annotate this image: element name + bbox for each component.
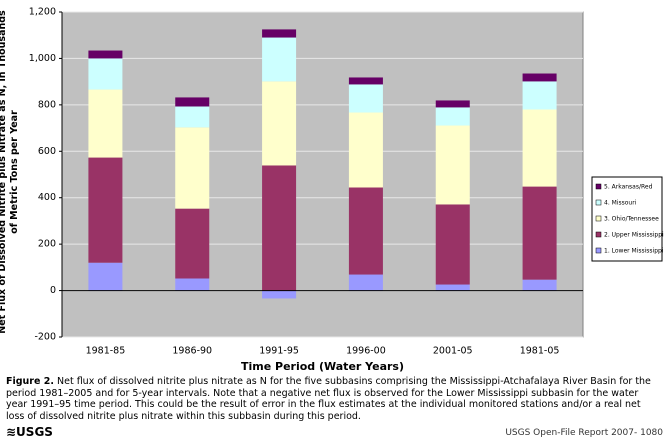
y-axis-title: Net Flux of Dissolved Nitrite plus Nitra…: [0, 10, 20, 334]
legend-label: 2. Upper Mississippi: [604, 232, 664, 239]
legend-swatch: [595, 231, 602, 238]
x-axis-title: Time Period (Water Years): [241, 360, 404, 373]
bar-segment: [175, 208, 210, 279]
usgs-logo: ≋USGS: [6, 425, 53, 439]
legend-swatch: [595, 199, 602, 206]
bar-segment: [522, 186, 557, 280]
x-tick-label: 1996-00: [346, 346, 386, 357]
bar-segment: [262, 290, 297, 299]
plot-area: [61, 11, 584, 338]
bar-segment: [522, 73, 557, 82]
legend-label: 1. Lower Mississippi: [604, 248, 664, 255]
bar-segment: [175, 106, 210, 128]
bar-segment: [522, 81, 557, 110]
legend-label: 3. Ohio/Tennessee: [604, 216, 659, 223]
y-tick-label: 200: [38, 239, 56, 250]
bar-segment: [348, 84, 383, 113]
bar-segment: [175, 278, 210, 291]
x-tick-label: 1981-85: [86, 346, 126, 357]
y-tick-label: 400: [38, 192, 56, 203]
y-tick-label: 1,200: [29, 7, 56, 18]
x-tick-label: 2001-05: [433, 346, 473, 357]
bar-segment: [262, 165, 297, 291]
caption-text: Net flux of dissolved nitrite plus nitra…: [6, 376, 651, 422]
y-tick-label: -200: [34, 332, 56, 343]
bar-segment: [348, 112, 383, 188]
bar-segment: [522, 109, 557, 187]
bar-segment: [88, 58, 123, 90]
legend-box: [591, 176, 663, 262]
bar-segment: [262, 29, 297, 38]
legend-swatch: [595, 247, 602, 254]
x-tick-label: 1981-05: [520, 346, 560, 357]
y-tick-label: 600: [38, 146, 56, 157]
legend-swatch: [595, 215, 602, 222]
legend-label: 5. Arkansas/Red: [604, 184, 653, 191]
bar-segment: [88, 50, 123, 59]
y-tick-label: 800: [38, 99, 56, 110]
bar-segment: [175, 97, 210, 107]
y-tick-label: 0: [50, 285, 56, 296]
bar-segment: [88, 262, 123, 291]
bar-segment: [348, 187, 383, 275]
legend-label: 4. Missouri: [604, 200, 637, 207]
bar-segment: [88, 157, 123, 263]
bar-segment: [348, 274, 383, 291]
bar-segment: [435, 125, 470, 205]
chart: -200 0 200 400 600 800 1,000 1,200 1981-85 1986-9…: [29, 7, 664, 374]
bar-segment: [262, 37, 297, 82]
legend-swatch: [595, 183, 602, 190]
caption: Figure 2. Net flux of dissolved nitrite …: [6, 376, 661, 422]
y-tick-label: 1,000: [29, 53, 56, 64]
bar-segment: [262, 81, 297, 166]
bar-segment: [435, 100, 470, 108]
bar-segment: [435, 284, 470, 291]
caption-label: Figure 2.: [6, 376, 54, 387]
bar-segment: [175, 127, 210, 209]
bar-segment: [435, 107, 470, 126]
bar-segment: [88, 89, 123, 158]
x-tick-label: 1986-90: [172, 346, 212, 357]
bar-segment: [435, 204, 470, 285]
x-tick-label: 1991-95: [259, 346, 299, 357]
report-number: USGS Open-File Report 2007- 1080: [505, 428, 663, 438]
bar-segment: [348, 77, 383, 85]
bar-segment: [522, 279, 557, 291]
